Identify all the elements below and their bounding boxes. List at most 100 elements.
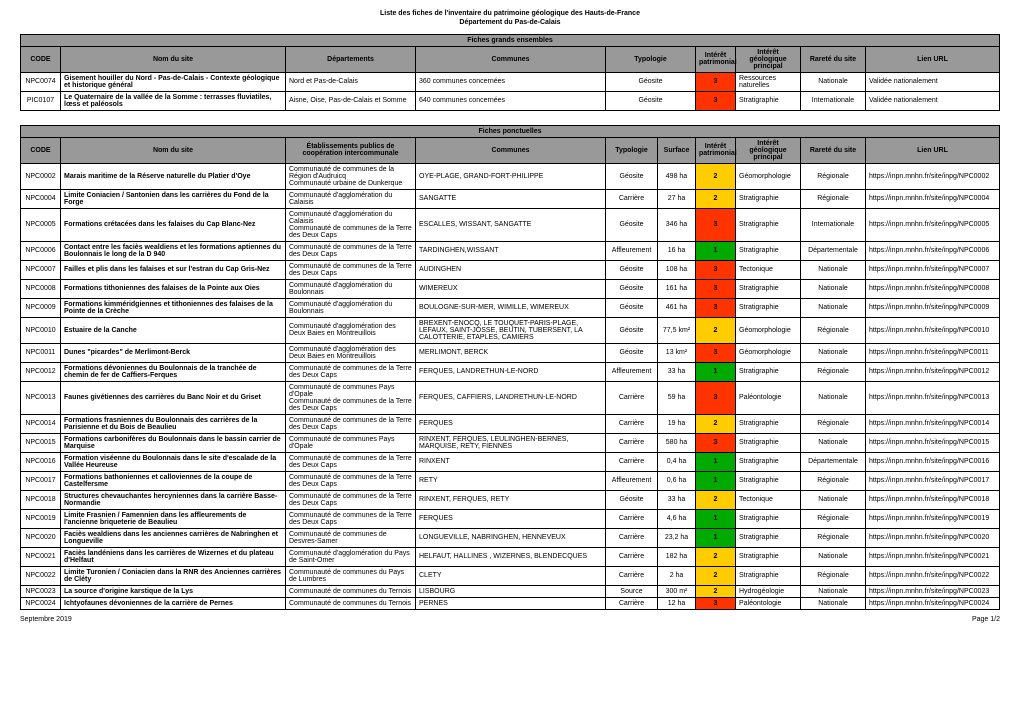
footer-right: Page 1/2 [972, 616, 1000, 623]
cell-etab: Communauté de communes de la Région d'Au… [286, 163, 416, 189]
cell-rarete: Régionale [801, 189, 866, 208]
cell-int: 2 [696, 317, 736, 343]
cell-comm: WIMEREUX [416, 279, 606, 298]
cell-intgeo: Stratigraphie [736, 208, 801, 241]
cell-nom: La source d'origine karstique de la Lys [61, 585, 286, 597]
cell-nom: Structures chevauchantes hercyniennes da… [61, 490, 286, 509]
cell-rarete: Départementale [801, 452, 866, 471]
table-row: NPC0017Formations bathoniennes et callov… [21, 471, 1000, 490]
cell-rarete: Nationale [801, 298, 866, 317]
cell-nom: Faunes givétiennes des carrières du Banc… [61, 381, 286, 414]
cell-rarete: Régionale [801, 317, 866, 343]
table-row: NPC0010Estuaire de la CancheCommunauté d… [21, 317, 1000, 343]
cell-surf: 59 ha [658, 381, 696, 414]
cell-nom: Formations kimméridgiennes et tithonienn… [61, 298, 286, 317]
col-lien: Lien URL [866, 137, 1000, 163]
cell-intgeo: Tectonique [736, 490, 801, 509]
cell-int: 1 [696, 509, 736, 528]
cell-rarete: Nationale [801, 547, 866, 566]
cell-etab: Communauté de communes du Ternois [286, 585, 416, 597]
cell-int: 3 [696, 72, 736, 91]
cell-rarete: Nationale [801, 597, 866, 609]
cell-intgeo: Stratigraphie [736, 566, 801, 585]
cell-code: NPC0002 [21, 163, 61, 189]
cell-typ: Affleurement [606, 362, 658, 381]
cell-int: 2 [696, 189, 736, 208]
footer-left: Septembre 2019 [20, 616, 72, 623]
cell-intgeo: Géomorphologie [736, 163, 801, 189]
cell-nom: Limite Turonien / Coniacien dans la RNR … [61, 566, 286, 585]
cell-lien: https://inpn.mnhn.fr/site/inpg/NPC0022 [866, 566, 1000, 585]
cell-lien: https://inpn.mnhn.fr/site/inpg/NPC0024 [866, 597, 1000, 609]
cell-surf: 0,4 ha [658, 452, 696, 471]
cell-intgeo: Stratigraphie [736, 279, 801, 298]
table-row: NPC0018Structures chevauchantes hercynie… [21, 490, 1000, 509]
cell-code: NPC0010 [21, 317, 61, 343]
table-ponctuelles: Fiches ponctuelles CODE Nom du site Étab… [20, 125, 1000, 610]
cell-rarete: Nationale [801, 343, 866, 362]
title-line2: Département du Pas-de-Calais [20, 19, 1000, 28]
cell-intgeo: Stratigraphie [736, 452, 801, 471]
table-row: NPC0023La source d'origine karstique de … [21, 585, 1000, 597]
cell-nom: Estuaire de la Canche [61, 317, 286, 343]
cell-typ: Géosite [606, 343, 658, 362]
cell-rarete: Régionale [801, 471, 866, 490]
cell-surf: 27 ha [658, 189, 696, 208]
cell-comm: LISBOURG [416, 585, 606, 597]
cell-typ: Carrière [606, 189, 658, 208]
col-typ: Typologie [606, 137, 658, 163]
cell-comm: RINXENT, FERQUES, RETY [416, 490, 606, 509]
cell-comm: FERQUES, CAFFIERS, LANDRETHUN-LE-NORD [416, 381, 606, 414]
cell-surf: 19 ha [658, 414, 696, 433]
table-row: NPC0009Formations kimméridgiennes et tit… [21, 298, 1000, 317]
cell-comm: FERQUES [416, 414, 606, 433]
cell-rarete: Nationale [801, 490, 866, 509]
cell-typ: Carrière [606, 414, 658, 433]
cell-intgeo: Stratigraphie [736, 241, 801, 260]
cell-comm: TARDINGHEN,WISSANT [416, 241, 606, 260]
cell-rarete: Internationale [801, 208, 866, 241]
cell-surf: 346 ha [658, 208, 696, 241]
cell-comm: 640 communes concernées [416, 91, 606, 110]
cell-etab: Communauté d'agglomération du Boulonnais [286, 279, 416, 298]
section2-banner: Fiches ponctuelles [21, 125, 1000, 137]
cell-rarete: Régionale [801, 163, 866, 189]
cell-comm: FERQUES, LANDRETHUN-LE-NORD [416, 362, 606, 381]
table-row: NPC0013Faunes givétiennes des carrières … [21, 381, 1000, 414]
cell-nom: Ichtyofaunes dévoniennes de la carrière … [61, 597, 286, 609]
cell-code: NPC0020 [21, 528, 61, 547]
title-line1: Liste des fiches de l'inventaire du patr… [20, 10, 1000, 19]
cell-nom: Formation viséenne du Boulonnais dans le… [61, 452, 286, 471]
cell-nom: Gisement houiller du Nord - Pas-de-Calai… [61, 72, 286, 91]
table-row: NPC0002Marais maritime de la Réserve nat… [21, 163, 1000, 189]
table-row: NPC0012Formations dévoniennes du Boulonn… [21, 362, 1000, 381]
cell-int: 3 [696, 381, 736, 414]
cell-code: NPC0005 [21, 208, 61, 241]
cell-int: 1 [696, 241, 736, 260]
cell-lien: https://inpn.mnhn.fr/site/inpg/NPC0005 [866, 208, 1000, 241]
footer: Septembre 2019 Page 1/2 [20, 616, 1000, 623]
cell-lien: https://inpn.mnhn.fr/site/inpg/NPC0004 [866, 189, 1000, 208]
cell-nom: Faciès wealdiens dans les anciennes carr… [61, 528, 286, 547]
table-row: NPC0020Faciès wealdiens dans les ancienn… [21, 528, 1000, 547]
cell-int: 3 [696, 260, 736, 279]
cell-typ: Géosite [606, 91, 696, 110]
cell-etab: Communauté de communes de la Terre des D… [286, 241, 416, 260]
col-lien: Lien URL [866, 46, 1000, 72]
cell-intgeo: Hydrogéologie [736, 585, 801, 597]
cell-etab: Communauté d'agglomération des Deux Baie… [286, 343, 416, 362]
cell-comm: CLETY [416, 566, 606, 585]
cell-surf: 13 km² [658, 343, 696, 362]
cell-typ: Carrière [606, 547, 658, 566]
cell-typ: Source [606, 585, 658, 597]
cell-int: 1 [696, 471, 736, 490]
cell-code: NPC0006 [21, 241, 61, 260]
cell-comm: PERNES [416, 597, 606, 609]
cell-nom: Faciès landéniens dans les carrières de … [61, 547, 286, 566]
cell-nom: Formations frasniennes du Boulonnais des… [61, 414, 286, 433]
table-row: NPC0006Contact entre les faciès wealdien… [21, 241, 1000, 260]
cell-typ: Géosite [606, 279, 658, 298]
cell-code: NPC0012 [21, 362, 61, 381]
cell-lien: https://inpn.mnhn.fr/site/inpg/NPC0020 [866, 528, 1000, 547]
cell-code: NPC0007 [21, 260, 61, 279]
